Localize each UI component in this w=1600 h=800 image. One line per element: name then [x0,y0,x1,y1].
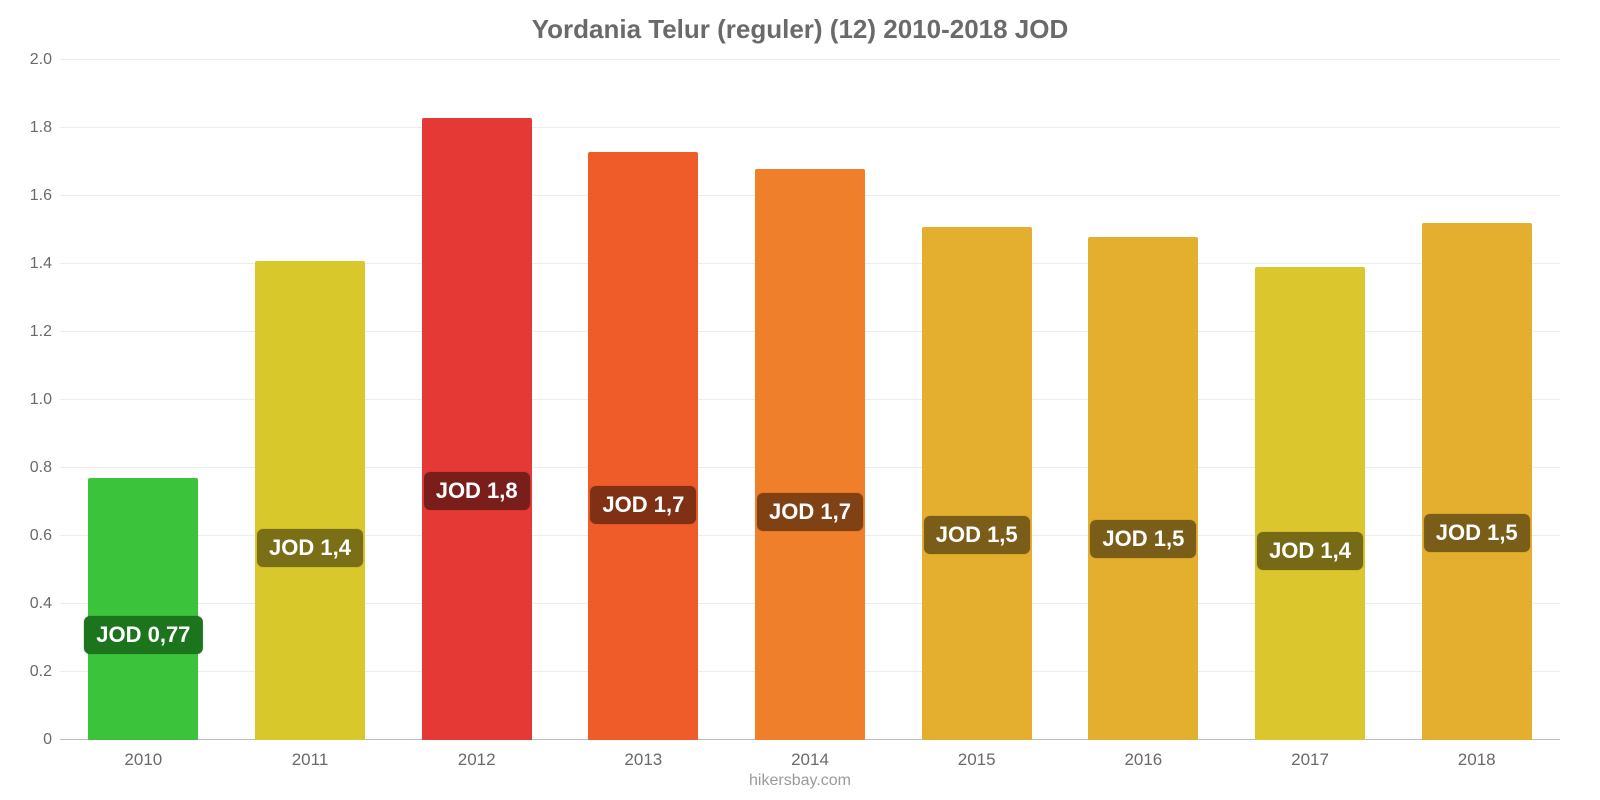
bar-slot: JOD 1,42011 [227,60,394,740]
bar-chart: Yordania Telur (reguler) (12) 2010-2018 … [0,0,1600,800]
x-axis-tick-label: 2014 [791,750,829,770]
x-axis-tick-label: 2017 [1291,750,1329,770]
bar-slot: JOD 1,52016 [1060,60,1227,740]
bar-value-label: JOD 1,8 [424,472,530,510]
bar-slot: JOD 1,42017 [1227,60,1394,740]
bar: JOD 1,8 [422,118,532,740]
bar: JOD 1,5 [1422,223,1532,740]
x-axis-tick-label: 2013 [624,750,662,770]
y-axis-tick-label: 0.4 [12,595,52,613]
bar-value-label: JOD 1,7 [590,486,696,524]
plot-area: 00.20.40.60.81.01.21.41.61.82.0 JOD 0,77… [60,60,1560,740]
bar: JOD 1,4 [1255,267,1365,740]
bar-value-label: JOD 1,4 [1257,532,1363,570]
x-axis-tick-label: 2016 [1124,750,1162,770]
y-axis-tick-label: 1.0 [12,391,52,409]
credit-text: hikersbay.com [0,772,1600,790]
bar-slot: JOD 1,72013 [560,60,727,740]
bar: JOD 1,7 [755,169,865,740]
bar-value-label: JOD 1,4 [257,529,363,567]
bar-value-label: JOD 1,5 [924,516,1030,554]
y-axis-tick-label: 1.2 [12,323,52,341]
y-axis-tick-label: 0.8 [12,459,52,477]
bar-slot: JOD 1,52018 [1393,60,1560,740]
bar-value-label: JOD 1,7 [757,493,863,531]
y-axis-tick-label: 0 [12,731,52,749]
bar: JOD 1,4 [255,261,365,740]
y-axis-tick-label: 1.8 [12,119,52,137]
y-axis-tick-label: 2.0 [12,51,52,69]
bar-value-label: JOD 1,5 [1424,514,1530,552]
bar: JOD 0,77 [88,478,198,740]
bar: JOD 1,7 [588,152,698,740]
x-axis-tick-label: 2015 [958,750,996,770]
bar-value-label: JOD 1,5 [1090,520,1196,558]
y-axis-tick-label: 1.4 [12,255,52,273]
bar-value-label: JOD 0,77 [84,616,202,654]
x-axis-tick-label: 2018 [1458,750,1496,770]
y-axis-tick-label: 0.2 [12,663,52,681]
bar-slot: JOD 1,52015 [893,60,1060,740]
y-axis-tick-label: 0.6 [12,527,52,545]
x-axis-tick-label: 2010 [124,750,162,770]
bar: JOD 1,5 [922,227,1032,740]
bar-slot: JOD 1,82012 [393,60,560,740]
bar: JOD 1,5 [1088,237,1198,740]
x-axis-tick-label: 2011 [292,750,329,770]
y-axis-tick-label: 1.6 [12,187,52,205]
bars-container: JOD 0,772010JOD 1,42011JOD 1,82012JOD 1,… [60,60,1560,740]
x-axis-tick-label: 2012 [458,750,496,770]
bar-slot: JOD 1,72014 [727,60,894,740]
chart-title: Yordania Telur (reguler) (12) 2010-2018 … [0,14,1600,45]
bar-slot: JOD 0,772010 [60,60,227,740]
